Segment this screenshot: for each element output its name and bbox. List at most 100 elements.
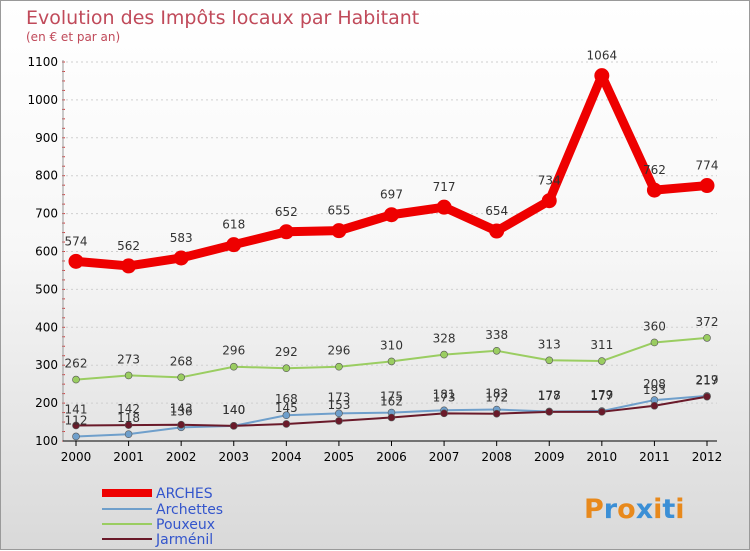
data-label: 762 (643, 163, 666, 177)
x-tick-label: 2009 (534, 450, 565, 464)
data-point (598, 408, 606, 416)
data-label: 219 (696, 373, 719, 387)
logo-letter: i (653, 494, 662, 525)
data-point (436, 199, 452, 215)
data-label: 178 (538, 388, 561, 402)
data-label: 562 (117, 239, 140, 253)
logo-letter: x (636, 494, 653, 525)
legend-label-pouxeux: Pouxeux (156, 517, 215, 533)
axes: 100 200 300 400 500 600 700 800 900 1000 1100 2000 2… (27, 55, 722, 464)
data-point (650, 401, 659, 410)
data-point (492, 409, 501, 418)
x-tick-label: 2003 (218, 450, 249, 464)
series-layer: 574 562 583 618 652 655 697 717 654 734 1064 762 774… (65, 49, 719, 441)
data-label: 140 (222, 403, 245, 417)
chart-subtitle: (en € et par an) (26, 30, 120, 44)
y-tick-label: 500 (35, 282, 58, 296)
data-point (226, 237, 242, 253)
data-point (384, 207, 399, 223)
data-label: 311 (590, 338, 613, 352)
y-tick-label: 100 (35, 434, 58, 448)
data-label: 153 (327, 398, 350, 412)
data-label: 112 (65, 413, 88, 427)
data-point (598, 357, 606, 365)
data-label: 173 (327, 390, 350, 404)
data-label: 292 (275, 345, 298, 359)
data-point (177, 420, 185, 429)
data-label: 177 (538, 389, 561, 403)
x-tick-label: 2011 (639, 450, 670, 464)
data-label: 652 (275, 205, 298, 219)
data-point (545, 408, 554, 416)
data-label: 173 (433, 390, 456, 404)
y-tick-label: 1000 (27, 93, 58, 107)
logo-letter: o (617, 494, 636, 525)
data-point (335, 409, 343, 418)
data-label: 136 (170, 404, 193, 418)
data-point (124, 371, 133, 380)
logo-letter: i (675, 494, 684, 525)
data-point (331, 223, 347, 239)
data-label: 142 (117, 402, 140, 416)
y-tick-label: 300 (35, 358, 58, 372)
data-point (646, 182, 662, 198)
data-label: 774 (696, 159, 719, 173)
data-label: 183 (485, 387, 508, 401)
logo-text: Proxiti (584, 494, 685, 525)
data-label: 162 (380, 395, 403, 409)
data-point (282, 420, 291, 428)
x-tick-label: 2001 (113, 450, 144, 464)
data-label: 143 (170, 402, 193, 416)
data-label: 181 (433, 387, 456, 401)
x-tick-label: 2008 (481, 450, 512, 464)
data-label: 313 (538, 337, 561, 351)
x-tick-label: 2006 (376, 450, 407, 464)
data-point (72, 375, 80, 384)
data-label: 655 (327, 204, 350, 218)
data-label: 296 (327, 344, 350, 358)
data-label: 310 (380, 338, 403, 352)
x-tick-label: 2005 (324, 450, 355, 464)
logo-letter: P (584, 494, 604, 525)
data-point (124, 421, 133, 429)
y-tick-label: 900 (35, 131, 58, 145)
data-label: 273 (117, 352, 140, 366)
data-point (489, 223, 505, 239)
data-point (229, 422, 238, 430)
data-label: 145 (275, 401, 298, 415)
data-point (699, 178, 715, 194)
data-label: 179 (590, 388, 613, 402)
data-label: 208 (643, 377, 666, 391)
data-label: 338 (485, 328, 508, 342)
data-label: 141 (65, 402, 88, 416)
data-point (703, 392, 711, 401)
data-label: 697 (380, 188, 403, 202)
data-point (278, 224, 294, 240)
y-tick-label: 600 (35, 245, 58, 259)
data-label: 118 (117, 411, 140, 425)
legend-label-jarménil: Jarménil (155, 532, 213, 548)
data-label: 654 (485, 204, 508, 218)
data-label: 372 (696, 315, 719, 329)
logo-letter: t (662, 494, 675, 525)
data-point (387, 357, 396, 366)
data-point (72, 421, 80, 430)
data-point (124, 430, 133, 438)
data-label: 296 (222, 344, 245, 358)
data-label: 328 (433, 332, 456, 346)
legend-label-arches: ARCHES (156, 486, 213, 502)
data-label: 262 (65, 357, 88, 371)
data-label: 172 (485, 391, 508, 405)
data-label: 193 (643, 383, 666, 397)
data-label: 268 (170, 354, 193, 368)
data-label: 360 (643, 319, 666, 333)
data-label: 1064 (587, 49, 618, 63)
y-tick-label: 400 (35, 320, 58, 334)
data-point (335, 417, 343, 425)
data-label: 734 (538, 174, 561, 188)
y-tick-label: 800 (35, 169, 58, 183)
y-tick-label: 200 (35, 396, 58, 410)
data-point (650, 338, 659, 347)
data-point (72, 432, 80, 441)
